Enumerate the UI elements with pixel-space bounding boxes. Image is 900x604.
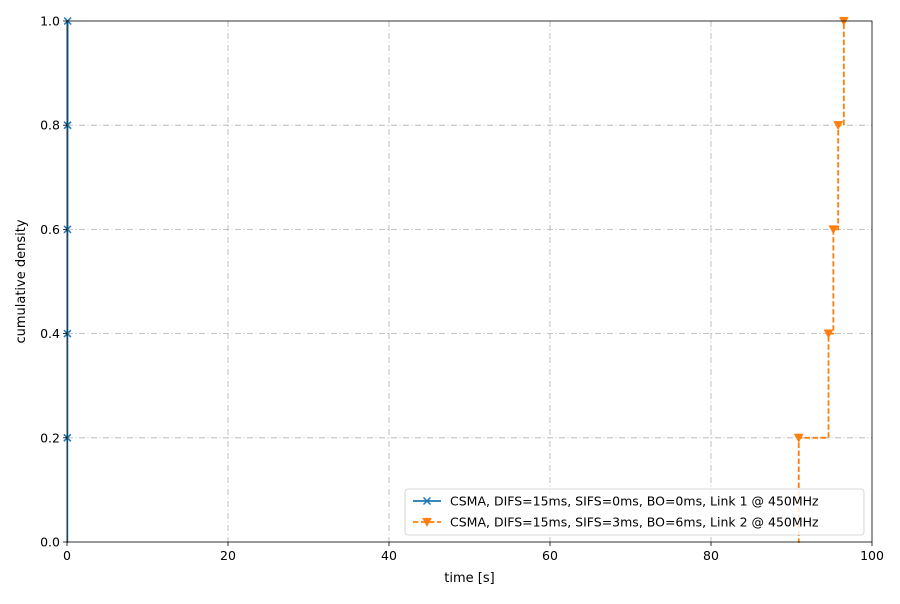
y-tick-label-3: 0.6 bbox=[40, 222, 60, 237]
legend: CSMA, DIFS=15ms, SIFS=0ms, BO=0ms, Link … bbox=[405, 489, 864, 535]
y-tick-label-2: 0.4 bbox=[40, 326, 60, 341]
y-tick-label-4: 0.8 bbox=[40, 118, 60, 133]
legend-label-1: CSMA, DIFS=15ms, SIFS=0ms, BO=0ms, Link … bbox=[450, 494, 819, 509]
x-tick-label-1: 20 bbox=[220, 548, 236, 563]
y-tick-label-1: 0.2 bbox=[40, 430, 60, 445]
x-tick-label-0: 0 bbox=[63, 548, 71, 563]
x-tick-label-3: 60 bbox=[542, 548, 558, 563]
legend-entry-1: CSMA, DIFS=15ms, SIFS=0ms, BO=0ms, Link … bbox=[413, 494, 819, 509]
x-axis-label: time [s] bbox=[444, 571, 494, 586]
y-tick-label-0: 0.0 bbox=[40, 535, 60, 550]
legend-label-2: CSMA, DIFS=15ms, SIFS=3ms, BO=6ms, Link … bbox=[450, 515, 819, 530]
x-tick-label-2: 40 bbox=[381, 548, 397, 563]
x-tick-label-4: 80 bbox=[703, 548, 719, 563]
legend-entry-2: CSMA, DIFS=15ms, SIFS=3ms, BO=6ms, Link … bbox=[413, 515, 819, 530]
y-axis-label: cumulative density bbox=[14, 219, 29, 343]
y-tick-label-5: 1.0 bbox=[40, 14, 60, 29]
x-tick-label-5: 100 bbox=[860, 548, 884, 563]
